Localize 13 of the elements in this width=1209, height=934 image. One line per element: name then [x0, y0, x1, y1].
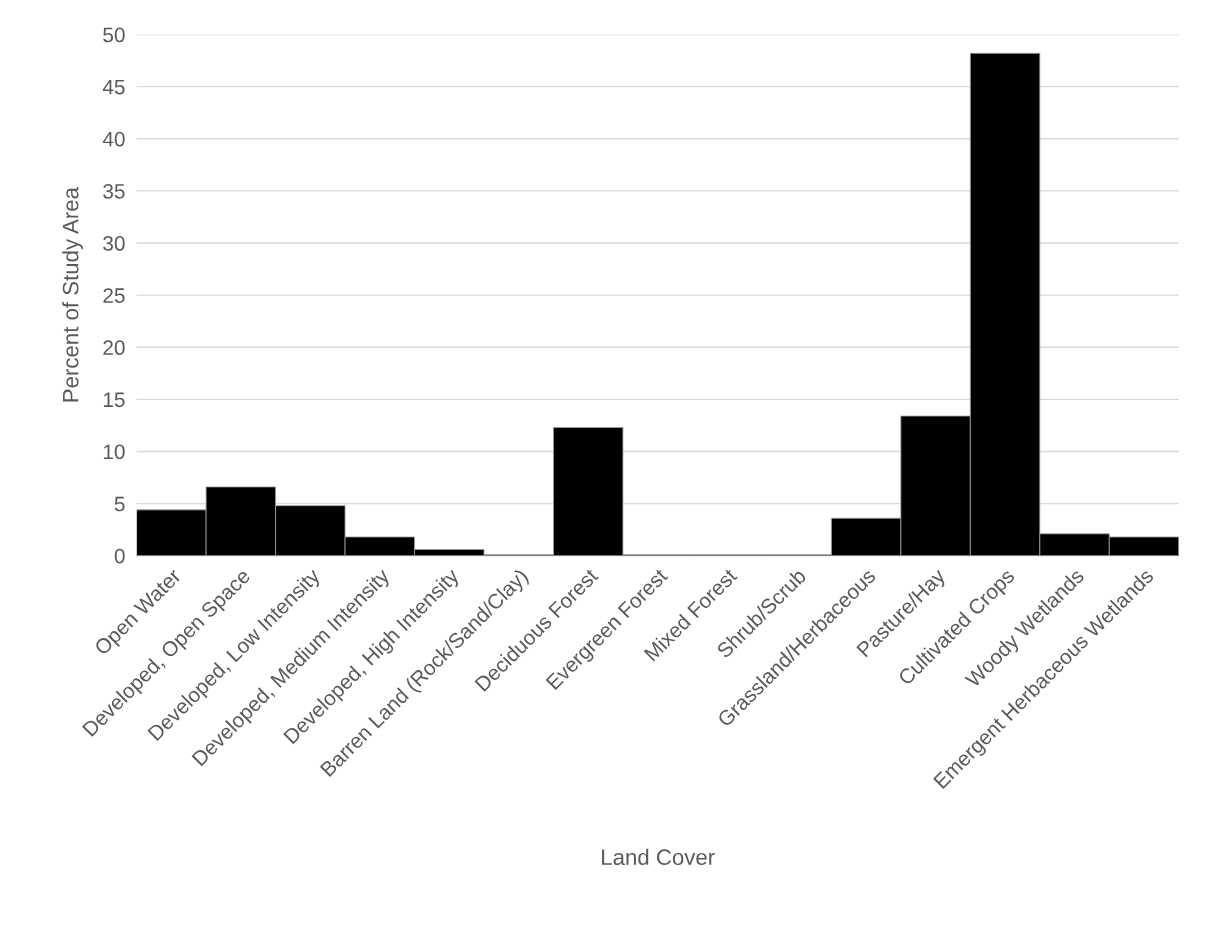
y-tick-label: 25	[103, 288, 125, 303]
y-tick-label: 50	[103, 27, 125, 43]
y-tick-label: 10	[103, 444, 125, 460]
y-tick-label: 5	[114, 496, 125, 512]
y-tick-label: 35	[103, 183, 125, 199]
y-axis-title: Percent of Study Area	[62, 187, 83, 402]
y-tick-label: 20	[103, 340, 125, 356]
y-tick-label: 0	[114, 548, 125, 564]
y-tick-label: 15	[103, 392, 125, 408]
y-tick-label: 40	[102, 131, 125, 147]
x-axis-title: Land Cover	[602, 848, 715, 866]
y-tick-label: 45	[102, 79, 125, 95]
y-tick-label: 30	[103, 236, 125, 251]
